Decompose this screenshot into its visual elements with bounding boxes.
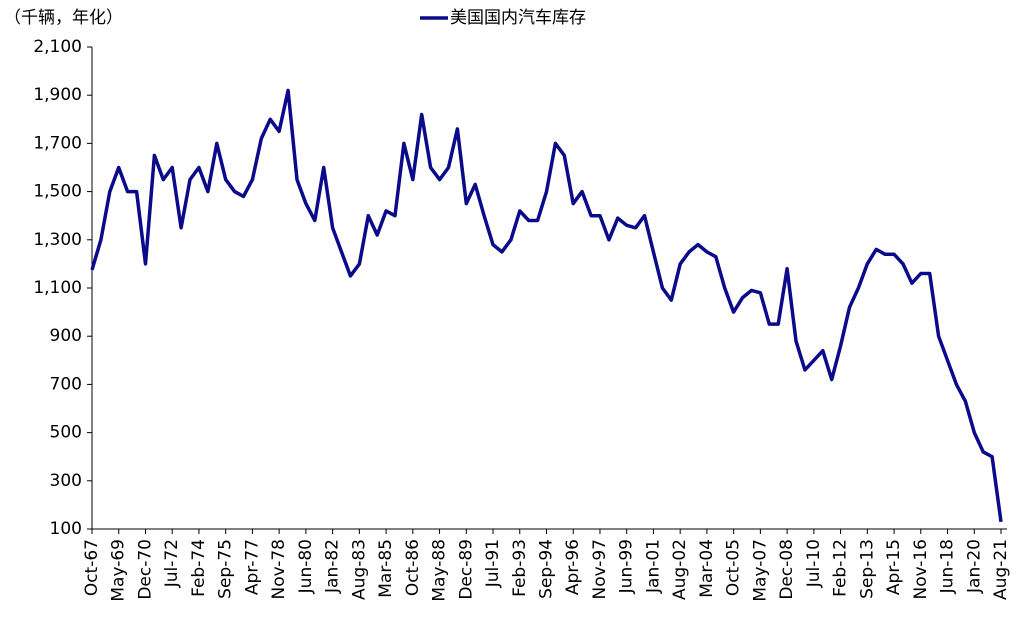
x-tick-label: Nov-16 [911,539,931,600]
x-tick-label: May-07 [750,539,770,602]
x-tick-label: Sep-13 [857,539,877,599]
x-tick-label: Jan-20 [964,539,984,594]
x-tick-label: Dec-70 [135,539,155,600]
x-tick-label: Jun-18 [938,539,958,594]
y-tick-label: 1,900 [33,85,82,105]
y-tick-label: 1,500 [33,182,82,202]
x-tick-label: Nov-78 [269,539,289,600]
y-tick-label: 700 [50,374,82,394]
x-tick-label: Apr-77 [242,539,262,595]
x-tick-label: Apr-15 [884,539,904,595]
y-tick-label: 1,300 [33,230,82,250]
y-tick-label: 900 [50,326,82,346]
x-tick-label: Dec-08 [777,539,797,600]
y-tick-label: 500 [50,423,82,443]
x-tick-label: Oct-67 [82,539,102,596]
x-tick-label: Mar-85 [376,539,396,598]
series-line [90,88,1003,523]
y-tick-label: 1,100 [33,278,82,298]
x-tick-label: Jun-80 [296,539,316,594]
x-tick-label: Feb-93 [510,539,530,597]
x-tick-label: Oct-86 [403,539,423,596]
x-tick-label: May-69 [109,539,129,602]
x-tick-label: Apr-96 [563,539,583,595]
x-tick-label: Jul-72 [162,539,182,588]
x-tick-label: Mar-04 [697,539,717,598]
y-tick-label: 100 [50,519,82,539]
x-tick-label: Jul-10 [804,539,824,588]
y-tick-label: 2,100 [33,37,82,57]
x-tick-label: Feb-74 [189,539,209,597]
x-tick-label: May-88 [430,539,450,602]
x-tick-label: Jun-99 [617,539,637,594]
x-tick-label: Jan-82 [323,539,343,594]
y-tick-label: 300 [50,471,82,491]
x-tick-label: Sep-94 [537,539,557,599]
x-tick-label: Aug-02 [670,539,690,600]
y-tick-label: 1,700 [33,133,82,153]
x-tick-label: Aug-21 [991,539,1011,600]
x-tick-label: Feb-12 [831,539,851,597]
x-tick-label: Jul-91 [483,539,503,588]
legend-label: 美国国内汽车库存 [450,8,586,28]
x-tick-label: Oct-05 [724,539,744,596]
unit-label: （千辆，年化） [4,8,123,28]
x-tick-label: Nov-97 [590,539,610,600]
x-tick-label: Sep-75 [216,539,236,599]
x-tick-label: Dec-89 [456,539,476,600]
x-tick-label: Jan-01 [643,539,663,594]
x-tick-label: Aug-83 [349,539,369,600]
